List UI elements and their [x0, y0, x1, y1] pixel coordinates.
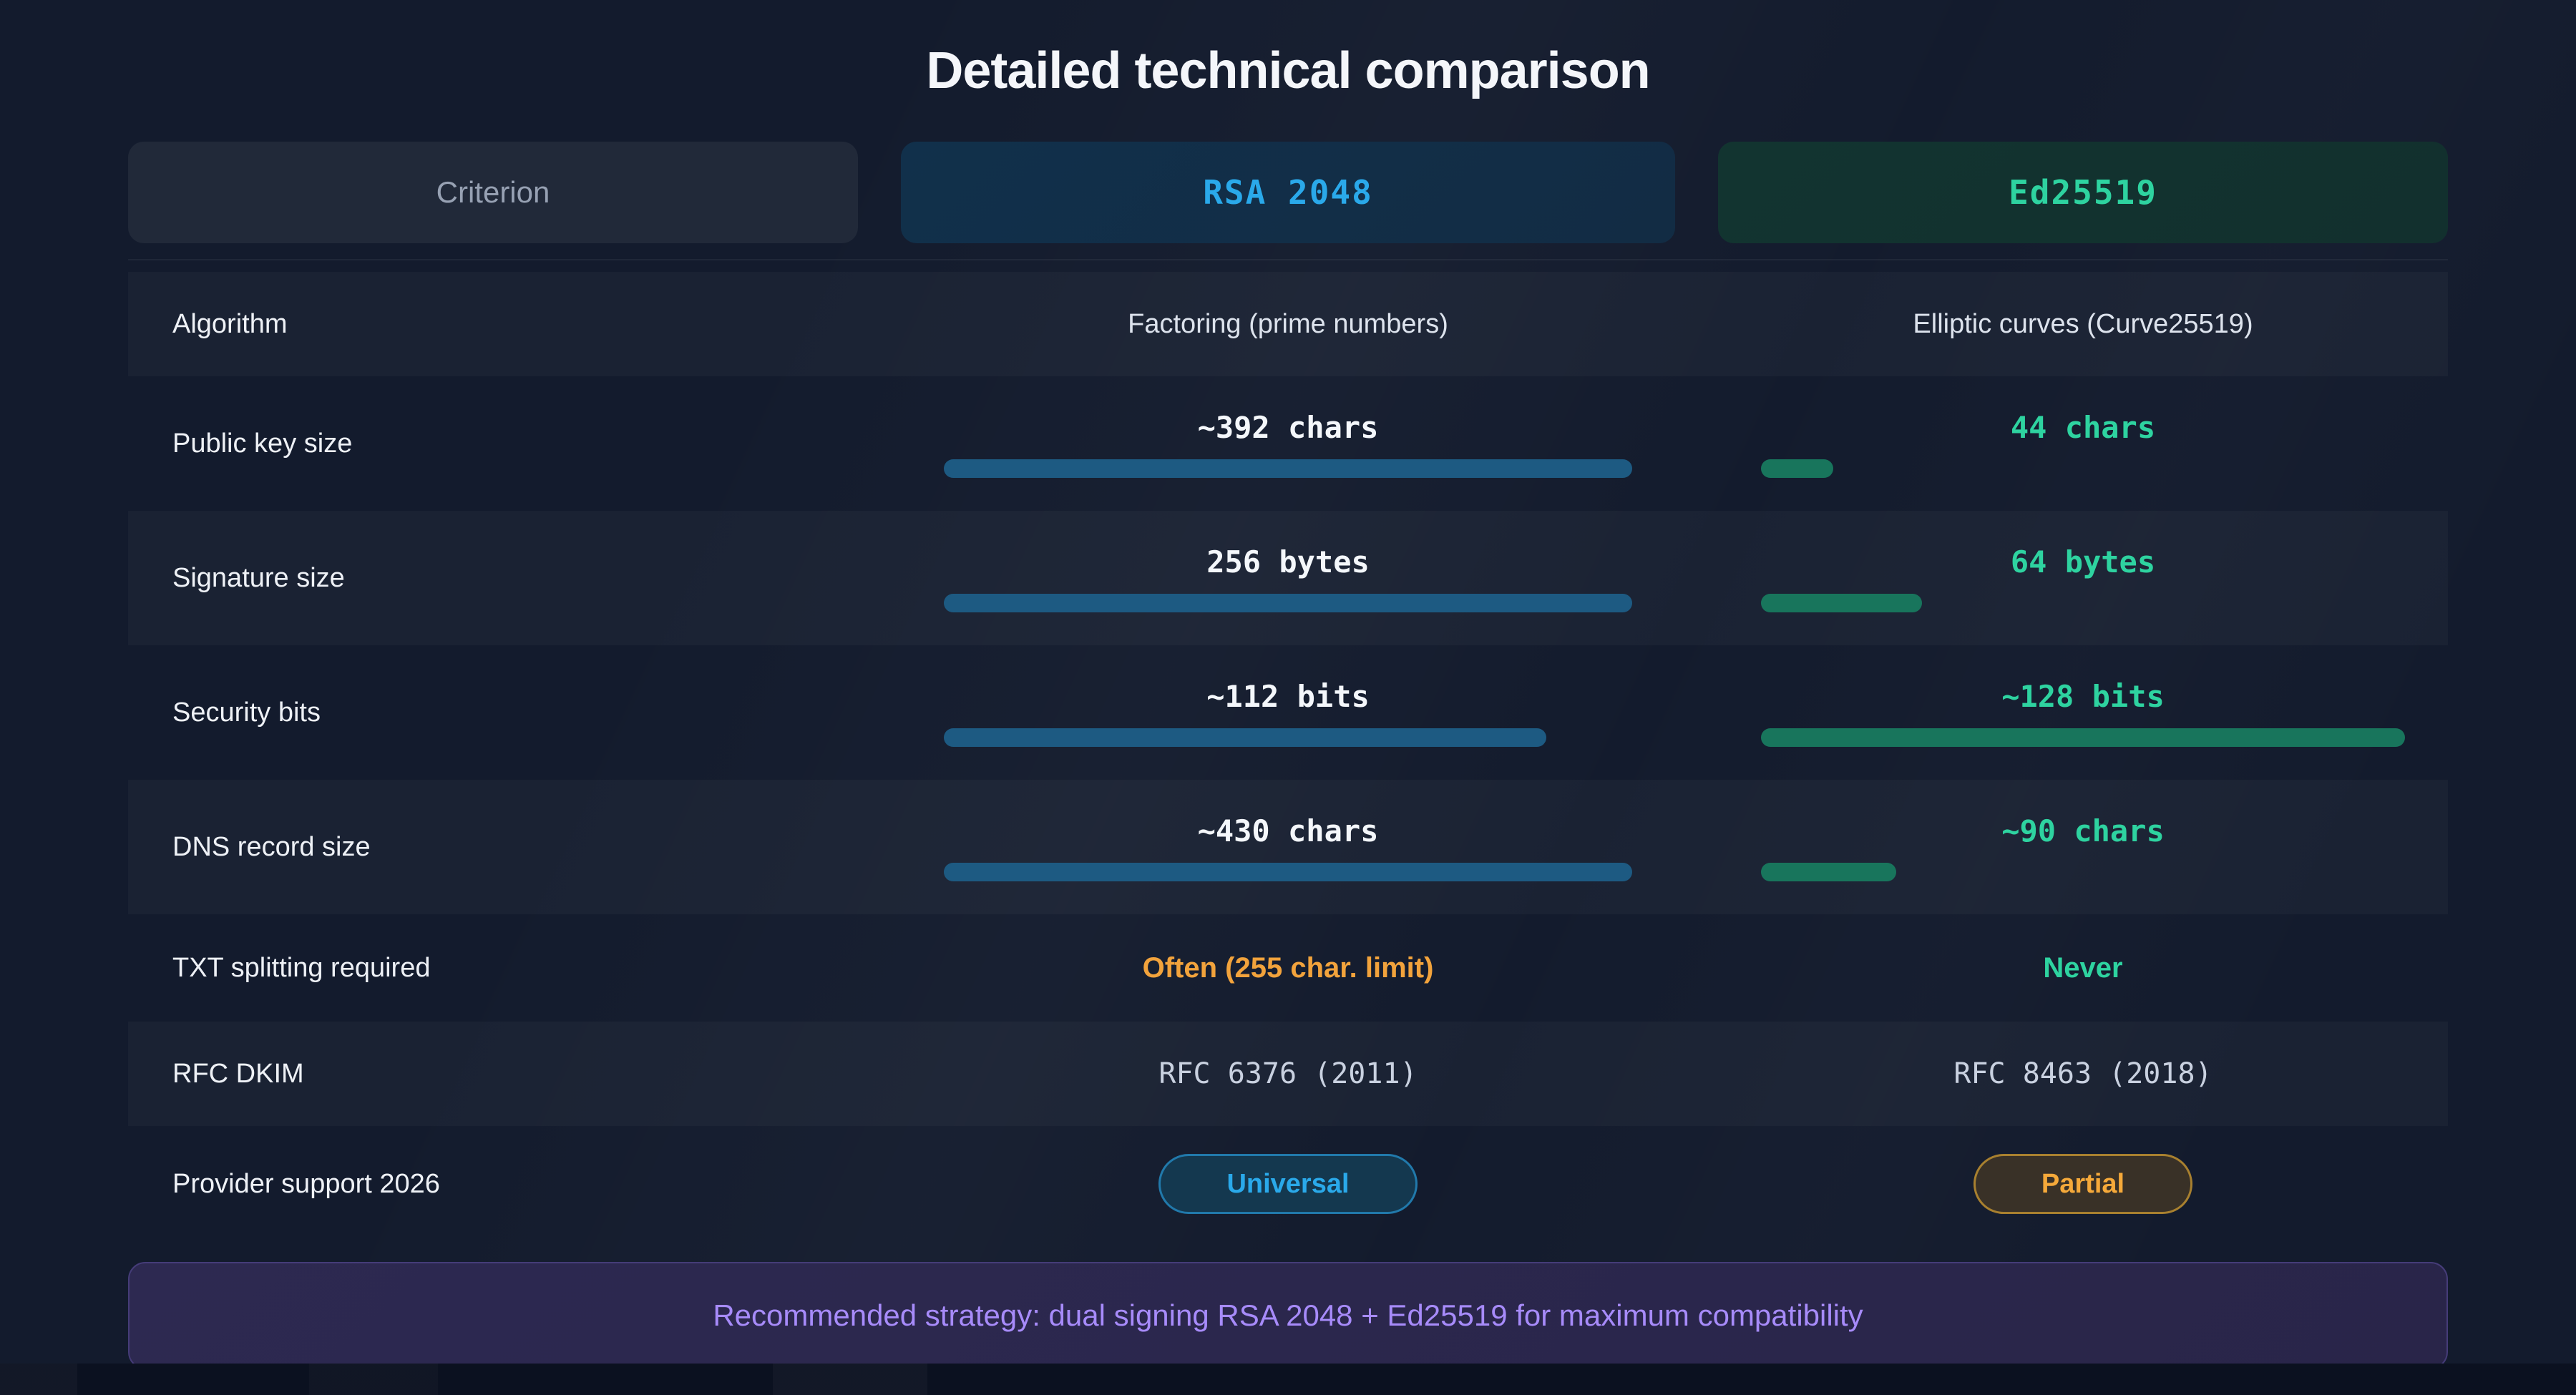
ed-bar [1761, 459, 1833, 478]
ed-bar-track [1761, 862, 2405, 881]
table-row-dns-record-size: DNS record size ~430 chars ~90 chars [128, 780, 2448, 914]
rsa-bar-track [944, 728, 1632, 747]
ed-value: 44 chars [2010, 409, 2156, 445]
status-badge-partial: Partial [1973, 1154, 2193, 1214]
rsa-bar-track [944, 862, 1632, 881]
rsa-bar [944, 593, 1632, 612]
ed-value: ~128 bits [2001, 678, 2165, 714]
table-row-public-key-size: Public key size ~392 chars 44 chars [128, 376, 2448, 511]
page-title: Detailed technical comparison [926, 42, 1650, 99]
table-row-signature-size: Signature size 256 bytes 64 bytes [128, 511, 2448, 645]
rsa-bar-track [944, 593, 1632, 612]
header-cell-rsa-2048: RSA 2048 [901, 142, 1675, 243]
ed-bar-track [1761, 593, 2405, 612]
rsa-value: ~112 bits [1206, 678, 1370, 714]
table-row-provider-support: Provider support 2026 Universal Partial [128, 1126, 2448, 1242]
row-label: Public key size [172, 428, 353, 459]
ed-value: ~90 chars [2001, 813, 2165, 848]
ed-bar-track [1761, 728, 2405, 747]
rsa-bar-track [944, 459, 1632, 478]
rsa-value: ~392 chars [1197, 409, 1379, 445]
table-row-rfc-dkim: RFC DKIM RFC 6376 (2011) RFC 8463 (2018) [128, 1022, 2448, 1126]
ed-bar [1761, 862, 1896, 881]
table-row-security-bits: Security bits ~112 bits ~128 bits [128, 645, 2448, 780]
ed-bar-track [1761, 459, 2405, 478]
ed-value: Elliptic curves (Curve25519) [1913, 308, 2253, 339]
row-label: Provider support 2026 [172, 1168, 440, 1199]
comparison-table: Algorithm Factoring (prime numbers) Elli… [128, 259, 2448, 1242]
rsa-value: 256 bytes [1206, 544, 1370, 579]
rsa-value: Often (255 char. limit) [1142, 951, 1434, 984]
row-label: Algorithm [172, 308, 288, 339]
recommendation-text: Recommended strategy: dual signing RSA 2… [713, 1298, 1863, 1332]
row-label: TXT splitting required [172, 952, 431, 983]
recommendation-banner: Recommended strategy: dual signing RSA 2… [128, 1262, 2448, 1369]
row-label: RFC DKIM [172, 1058, 304, 1089]
rsa-value: ~430 chars [1197, 813, 1379, 848]
row-label: Security bits [172, 697, 321, 728]
rsa-bar [944, 459, 1632, 478]
rsa-bar [944, 728, 1546, 747]
ed-bar [1761, 593, 1922, 612]
rsa-value: RFC 6376 (2011) [1158, 1057, 1418, 1090]
table-row-algorithm: Algorithm Factoring (prime numbers) Elli… [128, 272, 2448, 376]
table-header-row: Criterion RSA 2048 Ed25519 [128, 142, 2448, 243]
comparison-content: Detailed technical comparison Criterion … [128, 0, 2448, 1369]
ed-value: Never [2043, 951, 2123, 984]
ed-value: 64 bytes [2010, 544, 2156, 579]
table-row-txt-splitting: TXT splitting required Often (255 char. … [128, 914, 2448, 1022]
ed-value: RFC 8463 (2018) [1953, 1057, 2212, 1090]
row-label: Signature size [172, 562, 345, 593]
row-label: DNS record size [172, 831, 371, 862]
header-cell-criterion: Criterion [128, 142, 858, 243]
rsa-bar [944, 862, 1632, 881]
header-cell-ed25519: Ed25519 [1718, 142, 2448, 243]
status-badge-universal: Universal [1158, 1154, 1418, 1214]
rsa-value: Factoring (prime numbers) [1128, 308, 1448, 339]
ed-bar [1761, 728, 2405, 747]
bottom-edge-strip [0, 1364, 2576, 1395]
